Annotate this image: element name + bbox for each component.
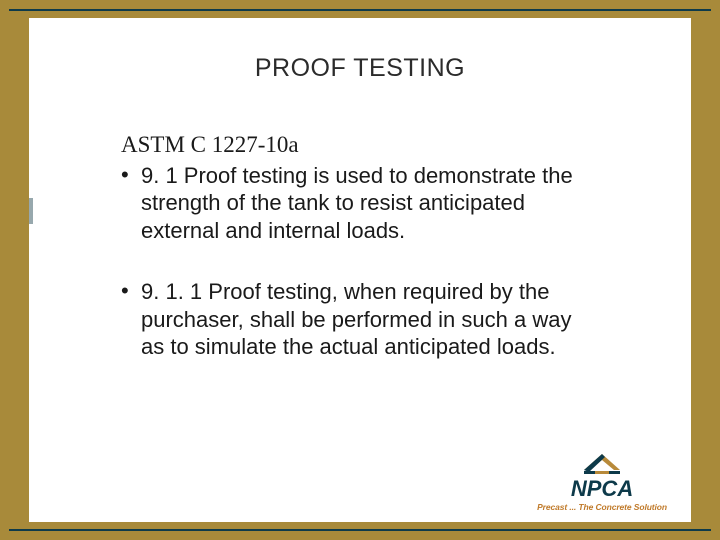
standard-reference: ASTM C 1227-10a: [121, 131, 591, 160]
bullet-text: 9. 1. 1 Proof testing, when required by …: [141, 278, 591, 361]
bullet-marker: •: [121, 278, 141, 304]
npca-logo-mark-icon: [581, 448, 623, 476]
slide-content: ASTM C 1227-10a • 9. 1 Proof testing is …: [57, 131, 663, 361]
npca-logo-text: NPCA: [537, 478, 667, 500]
left-accent-mark: [29, 198, 33, 224]
slide-outer-frame: PROOF TESTING ASTM C 1227-10a • 9. 1 Pro…: [9, 9, 711, 531]
npca-logo-tagline: Precast ... The Concrete Solution: [537, 502, 667, 512]
slide: PROOF TESTING ASTM C 1227-10a • 9. 1 Pro…: [29, 18, 691, 522]
bullet-item: • 9. 1. 1 Proof testing, when required b…: [121, 278, 591, 361]
bullet-marker: •: [121, 162, 141, 188]
bullet-item: • 9. 1 Proof testing is used to demonstr…: [121, 162, 591, 245]
slide-title: PROOF TESTING: [57, 54, 663, 83]
bullet-text: 9. 1 Proof testing is used to demonstrat…: [141, 162, 591, 245]
npca-logo: NPCA Precast ... The Concrete Solution: [537, 448, 667, 512]
